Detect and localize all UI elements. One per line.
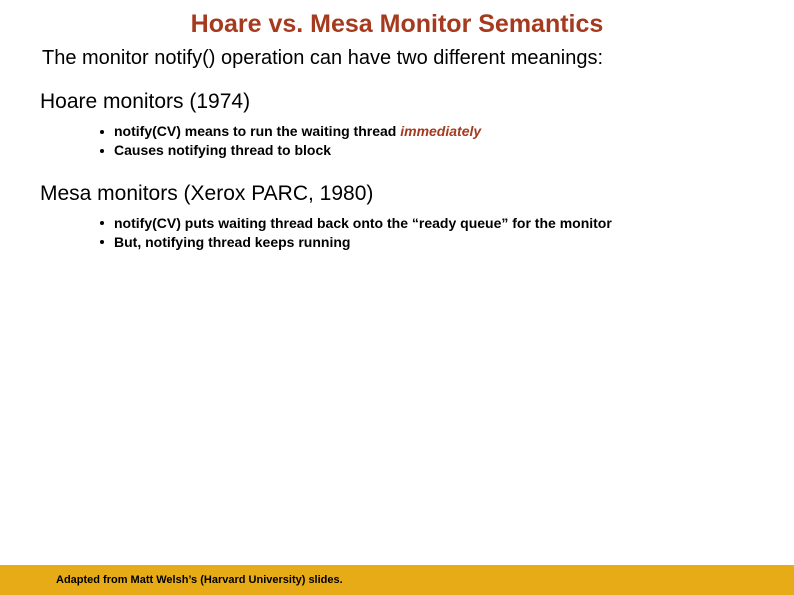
- section-heading-hoare: Hoare monitors (1974): [0, 90, 794, 114]
- list-item: notify(CV) puts waiting thread back onto…: [100, 214, 794, 233]
- list-item: But, notifying thread keeps running: [100, 233, 794, 252]
- list-item: notify(CV) means to run the waiting thre…: [100, 122, 794, 141]
- slide-title: Hoare vs. Mesa Monitor Semantics: [0, 10, 794, 39]
- bullet-text: Causes notifying thread to block: [114, 142, 331, 158]
- bullet-highlight: immediately: [400, 123, 481, 139]
- bullet-text: notify(CV) means to run the waiting thre…: [114, 123, 400, 139]
- slide: Hoare vs. Mesa Monitor Semantics The mon…: [0, 0, 794, 595]
- footer-bar: Adapted from Matt Welsh’s (Harvard Unive…: [0, 565, 794, 595]
- bullet-text: notify(CV) puts waiting thread back onto…: [114, 215, 612, 231]
- footer-text: Adapted from Matt Welsh’s (Harvard Unive…: [56, 574, 343, 586]
- bullet-text: But, notifying thread keeps running: [114, 234, 350, 250]
- bullet-list-hoare: notify(CV) means to run the waiting thre…: [0, 122, 794, 160]
- list-item: Causes notifying thread to block: [100, 141, 794, 160]
- bullet-list-mesa: notify(CV) puts waiting thread back onto…: [0, 214, 794, 252]
- section-heading-mesa: Mesa monitors (Xerox PARC, 1980): [0, 182, 794, 206]
- slide-subtitle: The monitor notify() operation can have …: [0, 47, 794, 70]
